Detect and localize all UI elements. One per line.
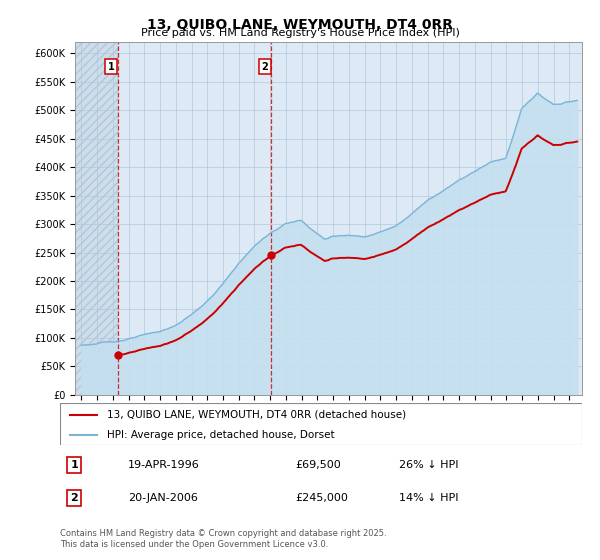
- Text: Price paid vs. HM Land Registry's House Price Index (HPI): Price paid vs. HM Land Registry's House …: [140, 28, 460, 38]
- Text: 13, QUIBO LANE, WEYMOUTH, DT4 0RR (detached house): 13, QUIBO LANE, WEYMOUTH, DT4 0RR (detac…: [107, 410, 406, 420]
- Text: 13, QUIBO LANE, WEYMOUTH, DT4 0RR: 13, QUIBO LANE, WEYMOUTH, DT4 0RR: [147, 18, 453, 32]
- Text: 20-JAN-2006: 20-JAN-2006: [128, 493, 198, 503]
- FancyBboxPatch shape: [60, 403, 582, 445]
- Text: HPI: Average price, detached house, Dorset: HPI: Average price, detached house, Dors…: [107, 430, 335, 440]
- Text: 1: 1: [70, 460, 78, 470]
- Text: 2: 2: [262, 62, 268, 72]
- Text: 1: 1: [108, 62, 115, 72]
- Text: 2: 2: [70, 493, 78, 503]
- Text: 19-APR-1996: 19-APR-1996: [128, 460, 200, 470]
- Text: Contains HM Land Registry data © Crown copyright and database right 2025.
This d: Contains HM Land Registry data © Crown c…: [60, 529, 386, 549]
- Text: 14% ↓ HPI: 14% ↓ HPI: [400, 493, 459, 503]
- Text: £245,000: £245,000: [295, 493, 348, 503]
- Text: £69,500: £69,500: [295, 460, 341, 470]
- Text: 26% ↓ HPI: 26% ↓ HPI: [400, 460, 459, 470]
